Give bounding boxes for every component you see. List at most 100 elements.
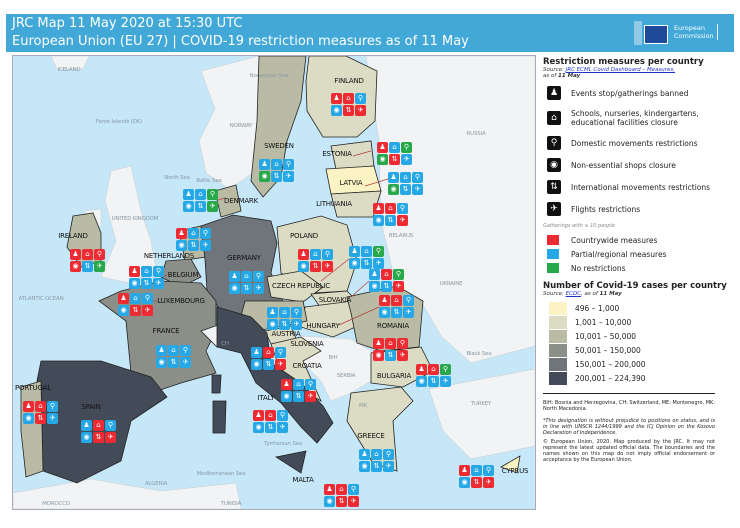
place-label: UKRAINE — [439, 281, 463, 287]
arrows-icon: ⇅ — [471, 477, 482, 488]
events-icon: ♟ — [23, 401, 34, 412]
status-legend-item: Countrywide measures — [543, 233, 733, 247]
events-icon: ♟ — [459, 465, 470, 476]
events-icon: ♟ — [331, 93, 342, 104]
measures-cluster: ♟ ⌂ ⚲ ◉ ⇅ ✈ — [349, 246, 384, 269]
shop-icon: ◉ — [183, 201, 194, 212]
plane-icon: ✈ — [105, 432, 116, 443]
measures-legend-list: ♟ Events stop/gatherings banned ⌂ Schools, … — [543, 85, 733, 217]
events-icon: ♟ — [251, 347, 262, 358]
place-label: ALGERIA — [144, 481, 168, 487]
place-label: TUNISIA — [220, 501, 242, 507]
plane-icon: ✈ — [547, 202, 561, 216]
school-icon: ⌂ — [188, 228, 199, 239]
plane-icon: ✈ — [483, 477, 494, 488]
status-swatch — [547, 235, 559, 245]
place-label: BELARUS — [388, 233, 414, 239]
country-label-slovenia: SLOVENIA — [290, 340, 324, 348]
asof-text: as of — [543, 73, 559, 79]
country-label-ireland: IRELAND — [58, 232, 88, 240]
walking-icon: ⚲ — [253, 271, 264, 282]
plane-icon: ✈ — [305, 391, 316, 402]
cases-source-link[interactable]: ECDC — [565, 291, 582, 297]
shop-icon: ◉ — [176, 240, 187, 251]
measures-cluster: ♟ ⌂ ⚲ ◉ ⇅ ✈ — [156, 345, 191, 368]
title-bar: JRC Map 11 May 2020 at 15:30 UTC Europea… — [6, 14, 734, 52]
walking-icon: ⚲ — [142, 293, 153, 304]
source-prefix: Source: — [543, 67, 566, 73]
status-legend-item: No restrictions — [543, 261, 733, 275]
shop-icon: ◉ — [369, 281, 380, 292]
events-icon: ♟ — [373, 203, 384, 214]
walking-icon: ⚲ — [383, 449, 394, 460]
country-label-portugal: PORTUGAL — [15, 384, 51, 392]
shop-icon: ◉ — [267, 319, 278, 330]
walking-icon: ⚲ — [393, 269, 404, 280]
walking-icon: ⚲ — [348, 484, 359, 495]
school-icon: ⌂ — [130, 293, 141, 304]
status-label: Partial/regional measures — [571, 249, 667, 259]
shop-icon: ◉ — [259, 171, 270, 182]
walking-icon: ⚲ — [322, 249, 333, 260]
measures-source-link[interactable]: JRC ECML Covid Dashboard – Measures, — [565, 67, 676, 73]
walking-icon: ⚲ — [283, 159, 294, 170]
measures-cluster: ♟ ⌂ ⚲ ◉ ⇅ ✈ — [388, 172, 423, 195]
shop-icon: ◉ — [459, 477, 470, 488]
arrows-icon: ⇅ — [389, 154, 400, 165]
cases-legend-list: 496 – 1,000 1,001 – 10,000 10,001 – 50,000… — [543, 301, 733, 385]
measures-cluster: ♟ ⌂ ⚲ ◉ ⇅ ✈ — [298, 249, 333, 272]
place-label: RUSSIA — [466, 131, 486, 137]
school-icon: ⌂ — [371, 449, 382, 460]
country-label-belgium: BELGIUM — [167, 271, 199, 279]
country-label-netherlands: NETHERLANDS — [143, 252, 195, 260]
events-icon: ♟ — [176, 228, 187, 239]
walking-icon: ⚲ — [105, 420, 116, 431]
asof-date: 11 May — [599, 291, 622, 297]
school-icon: ⌂ — [385, 203, 396, 214]
school-icon: ⌂ — [310, 249, 321, 260]
status-label: No restrictions — [571, 263, 626, 273]
events-icon: ♟ — [416, 364, 427, 375]
country-label-denmark: DENMARK — [224, 197, 258, 205]
source-prefix: Source: — [543, 291, 566, 297]
shop-icon: ◉ — [251, 359, 262, 370]
shop-icon: ◉ — [373, 215, 384, 226]
cases-bin-label: 496 – 1,000 — [575, 303, 620, 313]
cases-bin-label: 1,001 – 10,000 — [575, 317, 632, 327]
cases-swatch — [549, 357, 567, 371]
measures-cluster: ♟ ⌂ ⚲ ◉ ⇅ ✈ — [229, 271, 264, 294]
cases-bin-label: 10,001 – 50,000 — [575, 331, 637, 341]
cases-swatch — [549, 343, 567, 357]
logo-building-icon — [634, 21, 642, 45]
arrows-icon: ⇅ — [310, 261, 321, 272]
shop-icon: ◉ — [298, 261, 309, 272]
plane-icon: ✈ — [180, 357, 191, 368]
place-label: Faroe Islands (DK) — [95, 119, 143, 125]
measure-label: Flights restrictions — [571, 204, 641, 214]
school-icon: ⌂ — [263, 347, 274, 358]
events-icon: ♟ — [81, 420, 92, 431]
arrows-icon: ⇅ — [381, 281, 392, 292]
events-icon: ♟ — [379, 295, 390, 306]
measures-cluster: ♟ ⌂ ⚲ ◉ ⇅ ✈ — [281, 379, 316, 402]
walking-icon: ⚲ — [547, 136, 561, 150]
place-label: SERBIA — [336, 373, 356, 379]
country-label-malta: MALTA — [292, 476, 314, 484]
measures-cluster: ♟ ⌂ ⚲ ◉ ⇅ ✈ — [70, 249, 105, 272]
copyright-note: © European Union, 2020. Map produced by … — [543, 439, 715, 463]
events-icon: ♟ — [324, 484, 335, 495]
country-label-poland: POLAND — [289, 232, 319, 240]
cases-bin-label: 200,001 – 224,390 — [575, 373, 646, 383]
place-label: Tyrrhenian Sea — [263, 441, 303, 447]
measures-cluster: ♟ ⌂ ⚲ ◉ ⇅ ✈ — [267, 307, 302, 330]
asof-text: , as of — [581, 291, 600, 297]
measure-label: Non-essential shops closure — [571, 160, 676, 170]
country-label-latvia: LATVIA — [339, 179, 363, 187]
legend: Restriction measures per country Source:… — [543, 57, 733, 463]
walking-icon: ⚲ — [373, 246, 384, 257]
measures-cluster: ♟ ⌂ ⚲ ◉ ⇅ ✈ — [259, 159, 294, 182]
walking-icon: ⚲ — [153, 266, 164, 277]
country-label-bulgaria: BULGARIA — [376, 372, 412, 380]
plane-icon: ✈ — [142, 305, 153, 316]
country-label-italy: ITALY — [257, 394, 275, 402]
